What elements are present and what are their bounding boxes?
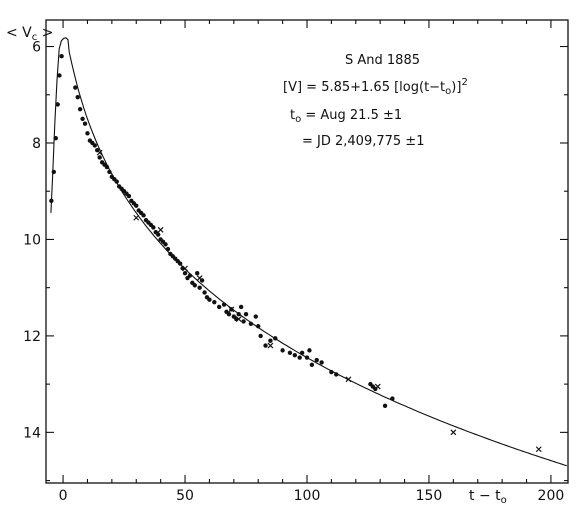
data-point-dot	[85, 131, 90, 136]
x-tick-label: 200	[538, 488, 565, 504]
data-point-dot	[202, 290, 207, 295]
data-point-dot	[221, 302, 227, 307]
data-point-dot	[304, 355, 310, 360]
y-tick-label: 8	[32, 136, 41, 152]
data-point-dot	[297, 355, 302, 360]
data-point-dot	[334, 372, 339, 377]
data-point-cross	[374, 383, 381, 390]
data-point-cross	[96, 149, 103, 156]
axis-ticks	[46, 20, 568, 483]
data-point-cross	[235, 316, 242, 322]
data-point-dot	[49, 198, 54, 204]
data-point-cross	[196, 275, 203, 281]
data-point-dot	[382, 403, 388, 409]
annotation-jd: = JD 2,409,775 ±1	[302, 134, 424, 149]
data-point-dot	[182, 271, 188, 276]
data-point-dot	[299, 350, 305, 355]
data-point-dot	[114, 179, 119, 184]
data-point-dot	[241, 319, 246, 324]
data-point-dot	[309, 362, 315, 368]
data-point-dot	[53, 135, 58, 141]
data-point-dot	[165, 246, 171, 252]
data-point-dot	[104, 164, 110, 170]
data-point-dot	[55, 102, 60, 107]
annotation-title: S And 1885	[345, 53, 420, 68]
svg-text:t − to: t − to	[469, 488, 507, 506]
data-point-dot	[59, 53, 64, 59]
data-point-dot	[126, 193, 132, 199]
data-point-dot	[307, 348, 312, 353]
fit-curve-layer	[50, 37, 567, 467]
annotation-formula: [V] = 5.85+1.65 [log(t−to)]2	[283, 77, 468, 97]
data-point-dot	[236, 311, 241, 317]
data-point-dot	[82, 121, 88, 126]
fit-curve	[50, 37, 567, 467]
data-point-dot	[280, 348, 285, 353]
data-point-dot	[77, 107, 83, 112]
svg-text:[V] = 5.85+1.65 [log(t−to)]2: [V] = 5.85+1.65 [log(t−to)]2	[283, 77, 468, 97]
data-point-dot	[197, 285, 202, 290]
x-tick-label: 0	[59, 488, 68, 504]
data-point-cross	[228, 306, 235, 313]
x-tick-label: 100	[294, 488, 321, 504]
data-point-dot	[248, 321, 254, 327]
data-point-dot	[97, 155, 102, 160]
data-point-cross	[267, 342, 274, 349]
data-point-dot	[195, 271, 200, 276]
data-point-dot	[287, 350, 293, 355]
data-point-cross	[133, 214, 140, 221]
data-point-dot	[73, 85, 78, 90]
data-point-cross	[535, 446, 542, 453]
svg-text:to = Aug 21.5 ±1: to = Aug 21.5 ±1	[290, 108, 402, 125]
data-point-dot	[141, 213, 146, 218]
data-point-dot	[216, 304, 222, 310]
data-point-dot	[92, 143, 97, 148]
data-point-cross	[157, 226, 164, 233]
y-tick-label: 14	[23, 425, 41, 441]
y-tick-label: 12	[23, 329, 41, 345]
data-point-dot	[80, 116, 85, 122]
data-point-dot	[75, 94, 80, 100]
x-axis-title: t − to	[469, 488, 507, 506]
y-tick-label: 6	[32, 40, 41, 56]
data-point-dot	[263, 343, 268, 348]
y-axis-title: < Vc >	[6, 25, 53, 43]
data-point-dot	[390, 396, 395, 401]
y-tick-label: 10	[23, 232, 41, 248]
data-point-dot	[292, 352, 298, 358]
x-tick-label: 150	[416, 488, 443, 504]
data-point-dot	[319, 360, 324, 365]
data-point-dot	[329, 369, 334, 375]
data-point-dot	[273, 336, 278, 341]
data-point-cross	[182, 265, 188, 272]
data-point-dot	[268, 338, 273, 343]
data-point-dot	[156, 232, 161, 237]
data-point-dot	[57, 73, 62, 78]
data-point-dot	[207, 297, 212, 302]
data-point-dot	[253, 314, 258, 319]
data-point-cross	[450, 429, 457, 436]
data-point-dot	[212, 299, 217, 305]
data-point-dot	[243, 311, 249, 317]
data-point-dot	[187, 273, 193, 278]
data-point-dot	[258, 333, 263, 339]
data-point-dot	[314, 357, 319, 363]
data-point-dot	[163, 242, 168, 247]
data-point-dot	[192, 283, 197, 288]
data-points	[49, 53, 542, 453]
annotation-t0: to = Aug 21.5 ±1	[290, 108, 402, 125]
data-point-dot	[51, 169, 57, 175]
data-point-dot	[177, 261, 183, 266]
data-point-dot	[107, 169, 112, 175]
x-tick-label: 50	[176, 488, 194, 504]
data-point-dot	[151, 225, 156, 230]
data-point-dot	[256, 324, 261, 329]
svg-text:< Vc >: < Vc >	[6, 25, 53, 43]
data-point-dot	[134, 203, 139, 208]
data-point-dot	[226, 311, 232, 317]
data-point-dot	[238, 304, 244, 310]
tick-labels: 0 50 100 150 200 6 8 10 12 14	[23, 40, 564, 504]
data-point-cross	[345, 376, 352, 383]
